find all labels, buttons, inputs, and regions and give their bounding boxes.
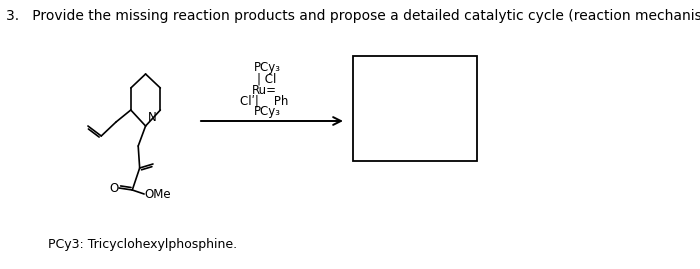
Text: PCy3: Tricyclohexylphosphine.: PCy3: Tricyclohexylphosphine.: [48, 238, 237, 251]
Text: PCy₃: PCy₃: [254, 104, 281, 118]
Text: Clʹ|    Ph: Clʹ| Ph: [239, 94, 288, 108]
Text: OMe: OMe: [145, 187, 172, 200]
Text: O: O: [109, 182, 118, 194]
Text: 3.   Provide the missing reaction products and propose a detailed catalytic cycl: 3. Provide the missing reaction products…: [6, 9, 700, 23]
Text: Ru=: Ru=: [252, 83, 277, 97]
Text: N: N: [148, 111, 157, 124]
Bar: [354, 56, 477, 161]
Text: | Cl: | Cl: [257, 73, 276, 86]
Text: PCy₃: PCy₃: [254, 61, 281, 73]
